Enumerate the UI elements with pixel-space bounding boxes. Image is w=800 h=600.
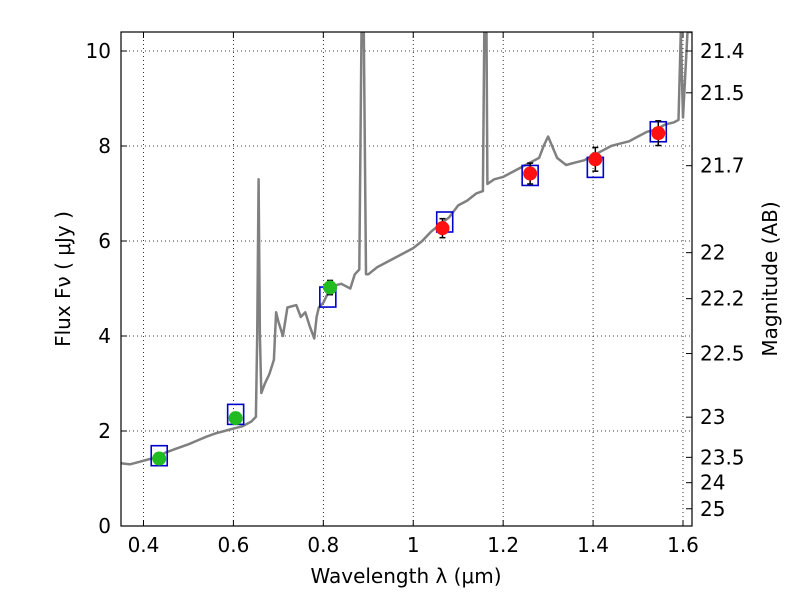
magnitude-axis-label: Magnitude (AB): [758, 201, 782, 356]
x-tick-label: 1: [407, 533, 420, 557]
plot-area: [121, 32, 692, 467]
y-tick-label: 6: [98, 229, 111, 253]
y-tick-label: 10: [86, 39, 111, 63]
optical-data-point: [323, 280, 338, 295]
optical-data-point: [152, 451, 167, 466]
y-axis-label: Flux Fν ( μJy ): [51, 211, 75, 347]
x-tick-label: 0.6: [217, 533, 249, 557]
x-tick-label: 0.8: [307, 533, 339, 557]
y-tick-label: 2: [98, 419, 111, 443]
y-tick-label: 8: [98, 134, 111, 158]
x-tick-label: 1.4: [577, 533, 609, 557]
observed-points: [152, 126, 666, 466]
nir-data-point: [435, 221, 450, 236]
model-photometry-box: [150, 444, 169, 467]
magnitude-tick-label: 23.5: [700, 445, 745, 469]
y-axis-ticks: 0 2 4 6 8 10: [86, 39, 127, 538]
magnitude-tick-label: 25: [700, 497, 725, 521]
x-tick-label: 1.6: [667, 533, 699, 557]
magnitude-tick-label: 21.5: [700, 81, 745, 105]
y-tick-label: 0: [98, 514, 111, 538]
magnitude-tick-label: 21.4: [700, 39, 745, 63]
x-tick-label: 0.4: [128, 533, 160, 557]
magnitude-tick-label: 24: [700, 471, 725, 495]
optical-data-point: [228, 411, 243, 426]
magnitude-tick-label: 22.2: [700, 287, 745, 311]
plot-frame: [120, 31, 693, 527]
magnitude-tick-label: 23: [700, 405, 725, 429]
magnitude-tick-label: 22.5: [700, 342, 745, 366]
nir-data-point: [588, 152, 603, 167]
x-axis-ticks: 0.4 0.6 0.8 1 1.2 1.4 1.6: [128, 32, 699, 557]
nir-data-point: [523, 166, 538, 181]
y-tick-label: 4: [98, 324, 111, 348]
magnitude-tick-label: 21.7: [700, 154, 745, 178]
magnitude-tick-label: 22: [700, 241, 725, 265]
x-axis-label: Wavelength λ (μm): [310, 564, 501, 588]
x-tick-label: 1.2: [487, 533, 519, 557]
nir-data-point: [651, 126, 666, 141]
